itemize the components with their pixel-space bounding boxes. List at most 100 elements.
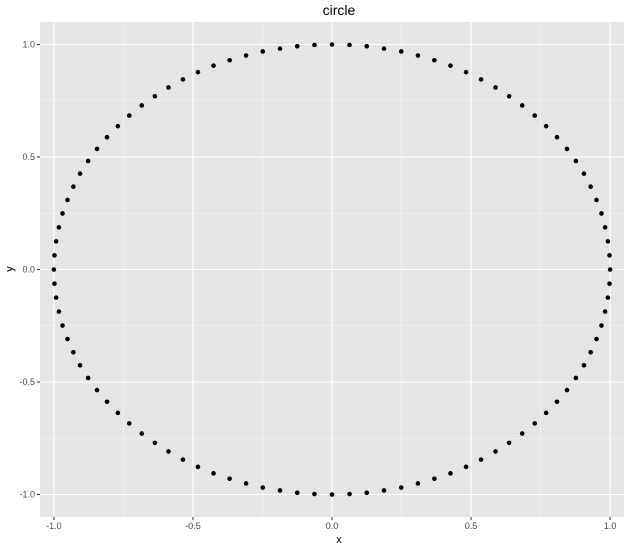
data-point (71, 350, 76, 355)
data-point (602, 309, 608, 314)
data-point (588, 184, 593, 189)
data-point (594, 197, 599, 203)
data-point (152, 93, 158, 99)
data-point (126, 421, 132, 426)
data-point (277, 46, 283, 51)
x-axis: -1.0 -0.5 0.0 0.5 1.0 (46, 517, 616, 531)
data-point (448, 471, 453, 476)
x-tick-label: -1.0 (46, 521, 62, 531)
data-point (463, 69, 469, 75)
data-point (260, 49, 266, 54)
data-point (519, 431, 525, 436)
data-point (478, 77, 484, 82)
data-point (77, 363, 83, 368)
data-point (532, 421, 538, 426)
data-point (227, 476, 232, 482)
data-point (94, 387, 100, 393)
data-point (85, 375, 91, 381)
data-point (543, 123, 549, 129)
data-point (554, 134, 560, 140)
data-point (56, 225, 62, 230)
data-point (195, 464, 201, 470)
data-point (347, 491, 352, 497)
data-point (166, 85, 171, 90)
chart-title: circle (323, 2, 356, 18)
data-point (554, 399, 560, 405)
data-point (104, 134, 110, 140)
data-point (398, 49, 404, 54)
data-point (493, 449, 498, 454)
data-point (607, 267, 613, 272)
data-point (573, 375, 579, 381)
data-point (53, 295, 59, 300)
data-point (581, 363, 587, 368)
data-point (139, 103, 145, 108)
data-point (573, 158, 579, 164)
data-point (126, 113, 132, 118)
data-point (195, 69, 201, 75)
data-point (329, 492, 335, 497)
data-point (52, 281, 57, 286)
data-point (60, 323, 65, 328)
data-point (364, 490, 370, 496)
data-point (243, 53, 249, 58)
data-point (211, 63, 216, 68)
y-tick-label: 1.0 (22, 40, 35, 50)
data-point (180, 457, 186, 462)
data-point (260, 485, 266, 490)
data-point (294, 490, 300, 496)
data-point (347, 42, 352, 48)
data-point (506, 440, 512, 446)
data-point (605, 295, 611, 300)
data-point (94, 146, 100, 152)
data-point (432, 476, 437, 482)
data-point (602, 225, 608, 230)
data-point (381, 46, 387, 51)
data-point (599, 323, 604, 328)
data-point (448, 63, 453, 68)
data-point (243, 481, 249, 486)
data-point (139, 431, 145, 436)
x-tick-label: -0.5 (185, 521, 201, 531)
data-point (53, 239, 59, 244)
data-point (605, 239, 611, 244)
data-point (71, 184, 76, 189)
y-axis: -1.0 -0.5 0.0 0.5 1.0 (19, 40, 40, 500)
x-tick-label: 0.5 (465, 521, 478, 531)
data-point (77, 171, 83, 176)
data-point (56, 309, 62, 314)
data-point (312, 42, 317, 48)
data-point (65, 197, 70, 203)
data-point (312, 491, 317, 497)
data-point (588, 350, 593, 355)
data-point (180, 77, 186, 82)
data-point (532, 113, 538, 118)
data-point (211, 471, 216, 476)
data-point (564, 146, 570, 152)
y-tick-label: 0.0 (22, 265, 35, 275)
data-point (166, 449, 171, 454)
x-tick-label: 0.0 (326, 521, 339, 531)
data-point (294, 44, 300, 49)
y-tick-label: -0.5 (19, 377, 35, 387)
data-point (543, 410, 549, 416)
data-point (607, 253, 612, 258)
data-point (65, 336, 70, 342)
data-point (115, 123, 121, 129)
data-point (381, 488, 387, 493)
data-point (364, 44, 370, 49)
data-point (85, 158, 91, 164)
data-point (463, 464, 469, 470)
data-point (493, 85, 498, 90)
data-point (607, 281, 612, 286)
data-point (415, 53, 421, 58)
data-point (599, 211, 604, 216)
data-point (104, 399, 110, 405)
data-point (398, 485, 404, 490)
data-point (564, 387, 570, 393)
data-point (329, 42, 335, 47)
data-point (594, 336, 599, 342)
data-point (51, 267, 57, 272)
x-tick-label: 1.0 (604, 521, 617, 531)
